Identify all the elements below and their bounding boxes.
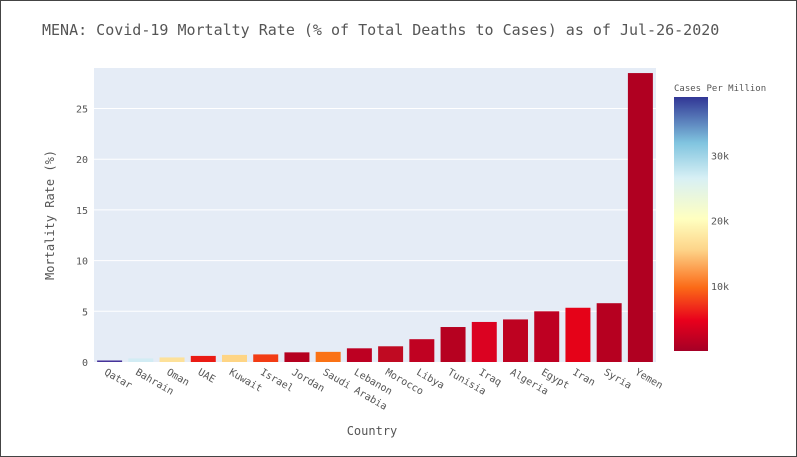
bars xyxy=(97,73,653,362)
bar xyxy=(315,351,341,362)
bar xyxy=(346,348,372,362)
y-tick-label: 5 xyxy=(82,307,88,318)
bar xyxy=(128,358,154,362)
y-axis-ticks: 0 5 10 15 20 25 xyxy=(76,105,88,369)
bar xyxy=(284,352,310,362)
x-tick-label: Israel xyxy=(258,367,295,395)
x-tick-label: Syria xyxy=(602,367,634,392)
x-tick-label: Iran xyxy=(570,367,596,389)
colorbar-tick-label: 20k xyxy=(711,217,729,228)
bar xyxy=(159,357,185,362)
bar xyxy=(378,346,404,362)
x-tick-label: Qatar xyxy=(102,367,134,392)
bar xyxy=(190,355,216,362)
bar xyxy=(409,339,435,362)
bar xyxy=(471,321,497,362)
bar xyxy=(253,354,279,362)
y-axis-title: Mortality Rate (%) xyxy=(43,150,57,280)
bar xyxy=(534,311,560,362)
x-tick-label: Jordan xyxy=(289,367,326,395)
gridlines xyxy=(94,108,656,312)
bar xyxy=(565,307,591,362)
bar xyxy=(97,360,123,362)
x-axis-title: Country xyxy=(347,424,398,438)
colorbar-tick-label: 10k xyxy=(711,282,729,293)
chart-title: MENA: Covid-19 Mortalty Rate (% of Total… xyxy=(42,21,719,39)
x-tick-label: Yemen xyxy=(633,367,665,392)
bar xyxy=(440,327,466,362)
y-tick-label: 20 xyxy=(76,155,88,166)
colorbar-gradient xyxy=(674,97,708,351)
y-tick-label: 15 xyxy=(76,206,88,217)
colorbar-tick-label: 30k xyxy=(711,152,729,163)
y-tick-label: 0 xyxy=(82,358,88,369)
colorbar-title: Cases Per Million xyxy=(674,84,766,94)
colorbar: Cases Per Million 10k 20k 30k xyxy=(674,84,766,351)
y-tick-label: 25 xyxy=(76,105,88,116)
colorbar-ticks: 10k 20k 30k xyxy=(711,152,729,293)
bar xyxy=(222,354,247,362)
bar xyxy=(503,319,528,362)
x-tick-label: Kuwait xyxy=(227,367,264,395)
x-tick-label: UAE xyxy=(196,367,217,386)
bar xyxy=(627,73,653,362)
bar xyxy=(596,303,622,362)
plot-area xyxy=(94,68,656,362)
y-tick-label: 10 xyxy=(76,257,88,268)
